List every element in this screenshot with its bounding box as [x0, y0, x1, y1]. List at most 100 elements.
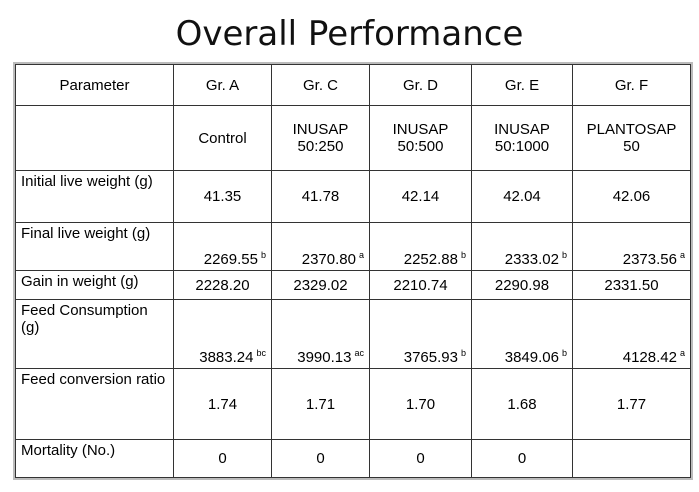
value-text: 2290.98	[494, 276, 550, 294]
value-cell: 1.74	[173, 368, 272, 440]
value-text: 42.14	[401, 188, 440, 205]
row-label: Feed conversion ratio	[15, 368, 174, 440]
value-cell: 1.71	[271, 368, 370, 440]
value-text: 1.70	[405, 395, 436, 413]
row-label-text: Final live weight (g)	[21, 225, 151, 242]
value-cell: 2370.80 a	[271, 222, 370, 271]
value-cell: 0	[471, 439, 573, 478]
value-text: 1.74	[207, 395, 238, 413]
row-label: Mortality (No.)	[15, 439, 174, 478]
table-row: Final live weight (g) 2269.55 b 2370.80 a 225…	[15, 222, 691, 271]
superscript: a	[358, 250, 364, 260]
value-text: 1.68	[507, 395, 537, 413]
value-cell: 42.06	[572, 170, 691, 223]
value-text: 0	[316, 450, 325, 467]
value-cell: 2269.55 b	[173, 222, 272, 271]
value-text: 2228.20	[195, 276, 250, 294]
group-cell: INUSAP 50:500	[369, 105, 472, 171]
value-text: 2269.55	[203, 251, 258, 268]
group-cell: PLANTOSAP 50	[572, 105, 691, 171]
value-text: 3849.06	[504, 349, 559, 366]
value-cell	[572, 439, 691, 478]
value-cell: 2373.56 a	[572, 222, 691, 271]
value-text: 4128.42	[622, 349, 677, 366]
value-cell: 4128.42 a	[572, 299, 691, 369]
header-text: Gr. E	[504, 76, 540, 94]
value-text: 1.77	[616, 395, 647, 413]
value-cell: 2252.88 b	[369, 222, 472, 271]
value-text: 0	[517, 450, 527, 467]
group-cell: INUSAP 50:250	[271, 105, 370, 171]
header-text: Gr. F	[614, 76, 649, 94]
blank-cell	[15, 105, 174, 171]
value-text: 2329.02	[293, 276, 348, 294]
superscript: b	[561, 250, 567, 260]
table-row: Initial live weight (g) 41.35 41.78 42.14 42…	[15, 170, 691, 223]
header-cell: Gr. A	[173, 64, 272, 106]
value-text: 2333.02	[504, 251, 559, 268]
row-label: Initial live weight (g)	[15, 170, 174, 223]
row-label-text: Mortality (No.)	[21, 442, 116, 459]
group-text: INUSAP 50:500	[392, 121, 449, 155]
table-row: Gain in weight (g) 2228.20 2329.02 2210.74 2…	[15, 270, 691, 300]
header-text: Gr. A	[205, 76, 240, 94]
row-label: Gain in weight (g)	[15, 270, 174, 300]
superscript: b	[561, 348, 567, 358]
value-cell: 3765.93 b	[369, 299, 472, 369]
value-cell: 3883.24 bc	[173, 299, 272, 369]
table-row: Control INUSAP 50:250 INUSAP 50:500 INUSAP …	[15, 105, 691, 171]
group-text: PLANTOSAP 50	[586, 121, 677, 155]
header-text: Gr. D	[402, 76, 438, 94]
value-cell: 42.04	[471, 170, 573, 223]
value-cell: 3990.13 ac	[271, 299, 370, 369]
value-text: 1.71	[305, 395, 336, 413]
value-text: 42.06	[612, 188, 651, 205]
table-row: Mortality (No.) 0 0 0 0	[15, 439, 691, 478]
row-label-text: Feed Consumption (g)	[21, 302, 148, 336]
group-text: Control	[198, 129, 247, 147]
value-text: 3990.13	[297, 349, 352, 366]
value-cell: 2228.20	[173, 270, 272, 300]
value-cell: 2331.50	[572, 270, 691, 300]
value-cell: 2290.98	[471, 270, 573, 300]
header-cell: Gr. D	[369, 64, 472, 106]
value-cell: 0	[173, 439, 272, 478]
table-row: Parameter Gr. A Gr. C Gr. D Gr. E Gr. F	[15, 64, 691, 106]
header-cell: Gr. C	[271, 64, 370, 106]
header-text: Gr. C	[302, 76, 338, 94]
row-label: Final live weight (g)	[15, 222, 174, 271]
table-row: Feed Consumption (g) 3883.24 bc 3990.13 ac 37…	[15, 299, 691, 369]
value-cell: 42.14	[369, 170, 472, 223]
title: Overall Performance	[175, 14, 524, 54]
value-text: 41.35	[203, 188, 242, 205]
header-cell: Parameter	[15, 64, 174, 106]
group-cell: INUSAP 50:1000	[471, 105, 573, 171]
superscript: bc	[256, 348, 266, 358]
group-text: INUSAP 50:1000	[494, 121, 550, 155]
value-cell: 41.78	[271, 170, 370, 223]
group-cell: Control	[173, 105, 272, 171]
superscript: b	[460, 348, 466, 358]
value-text: 2370.80	[301, 251, 356, 268]
value-cell: 41.35	[173, 170, 272, 223]
value-cell: 1.68	[471, 368, 573, 440]
row-label-text: Feed conversion ratio	[21, 371, 166, 388]
superscript: ac	[354, 348, 364, 358]
row-label-text: Gain in weight (g)	[21, 273, 139, 290]
row-label-text: Initial live weight (g)	[21, 173, 153, 190]
superscript: a	[679, 348, 685, 358]
value-text: 2373.56	[622, 251, 677, 268]
value-text: 42.04	[503, 188, 541, 205]
group-text: INUSAP 50:250	[292, 121, 349, 155]
value-cell: 0	[271, 439, 370, 478]
value-cell: 0	[369, 439, 472, 478]
value-text: 0	[416, 450, 425, 467]
value-text: 2331.50	[604, 276, 659, 294]
superscript: b	[260, 250, 266, 260]
table-frame: Parameter Gr. A Gr. C Gr. D Gr. E Gr. F Contro…	[13, 62, 693, 480]
table-row: Feed conversion ratio 1.74 1.71 1.70 1.68 1.7…	[15, 368, 691, 440]
row-label: Feed Consumption (g)	[15, 299, 174, 369]
header-cell: Gr. E	[471, 64, 573, 106]
superscript: b	[460, 250, 466, 260]
